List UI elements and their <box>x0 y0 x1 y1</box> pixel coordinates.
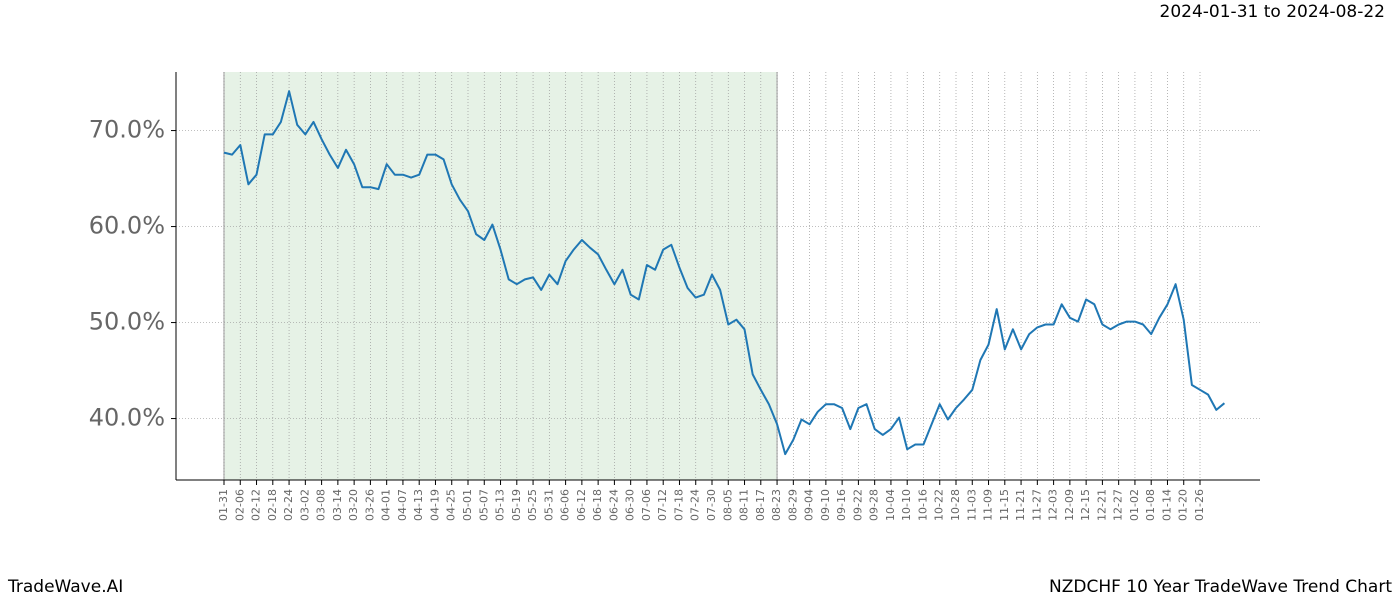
x-tick-label: 01-20 <box>1177 489 1190 521</box>
x-tick-label: 04-19 <box>428 489 441 521</box>
y-tick-label: 60.0% <box>89 212 165 240</box>
data-line <box>223 90 1226 456</box>
y-tick-label: 40.0% <box>89 404 165 432</box>
x-tick-label: 06-18 <box>591 489 604 521</box>
x-tick-label: 03-08 <box>315 489 328 521</box>
x-tick-label: 04-25 <box>445 489 458 521</box>
x-tick-label: 04-07 <box>396 489 409 521</box>
x-tick-label: 07-24 <box>689 489 702 521</box>
x-tick-label: 03-14 <box>331 489 344 521</box>
x-tick-label: 09-10 <box>819 489 832 521</box>
x-tick-label: 07-06 <box>640 489 653 521</box>
x-tick-label: 07-30 <box>705 489 718 521</box>
x-tick-label: 10-10 <box>900 489 913 521</box>
y-tick-label: 70.0% <box>89 116 165 144</box>
x-tick-label: 06-12 <box>575 489 588 521</box>
footer-left: TradeWave.AI <box>7 577 123 597</box>
x-tick-label: 01-08 <box>1144 489 1157 521</box>
x-tick-label: 05-31 <box>542 489 555 521</box>
x-tick-label: 08-11 <box>738 489 751 521</box>
x-tick-label: 09-04 <box>803 489 816 521</box>
x-tick-label: 01-14 <box>1160 489 1173 521</box>
x-tick-label: 11-09 <box>982 489 995 521</box>
x-tick-label: 05-19 <box>510 489 523 521</box>
x-tick-label: 10-04 <box>884 489 897 521</box>
x-tick-label: 06-24 <box>607 489 620 521</box>
x-tick-label: 12-27 <box>1112 489 1125 521</box>
x-tick-label: 11-21 <box>1014 489 1027 521</box>
x-tick-label: 03-26 <box>363 489 376 521</box>
x-tick-label: 12-03 <box>1047 489 1060 521</box>
x-tick-label: 12-09 <box>1063 489 1076 521</box>
x-tick-label: 01-26 <box>1193 489 1206 521</box>
x-tick-label: 03-20 <box>347 489 360 521</box>
x-tick-label: 08-23 <box>770 489 783 521</box>
x-tick-label: 05-01 <box>461 489 474 521</box>
x-tick-label: 11-15 <box>998 489 1011 521</box>
x-tick-label: 05-13 <box>494 489 507 521</box>
x-tick-label: 02-12 <box>250 489 263 521</box>
x-tick-label: 12-21 <box>1095 489 1108 521</box>
x-tick-label: 09-22 <box>851 489 864 521</box>
x-tick-label: 04-13 <box>412 489 425 521</box>
x-tick-label: 09-28 <box>868 489 881 521</box>
x-tick-label: 02-24 <box>282 489 295 521</box>
x-tick-label: 03-02 <box>298 489 311 521</box>
x-tick-label: 02-06 <box>233 489 246 521</box>
x-tick-label: 08-29 <box>786 489 799 521</box>
footer-right: NZDCHF 10 Year TradeWave Trend Chart <box>1049 577 1392 597</box>
x-tick-label: 07-18 <box>672 489 685 521</box>
x-tick-label: 11-27 <box>1030 489 1043 521</box>
x-tick-label: 06-30 <box>624 489 637 521</box>
x-tick-label: 01-31 <box>217 489 230 521</box>
x-tick-label: 05-25 <box>526 489 539 521</box>
x-tick-label: 06-06 <box>559 489 572 521</box>
x-tick-label: 10-22 <box>933 489 946 521</box>
x-tick-label: 05-07 <box>477 489 490 521</box>
x-tick-label: 08-17 <box>754 489 767 521</box>
x-tick-label: 08-05 <box>721 489 734 521</box>
x-tick-label: 12-15 <box>1079 489 1092 521</box>
x-tick-label: 01-02 <box>1128 489 1141 521</box>
chart-title: 2024-01-31 to 2024-08-22 <box>1160 2 1385 22</box>
x-tick-label: 10-28 <box>949 489 962 521</box>
x-tick-label: 04-01 <box>380 489 393 521</box>
x-tick-label: 07-12 <box>656 489 669 521</box>
x-tick-label: 09-16 <box>835 489 848 521</box>
y-tick-label: 50.0% <box>89 308 165 336</box>
x-tick-label: 11-03 <box>965 489 978 521</box>
x-tick-label: 10-16 <box>916 489 929 521</box>
x-tick-label: 02-18 <box>266 489 279 521</box>
